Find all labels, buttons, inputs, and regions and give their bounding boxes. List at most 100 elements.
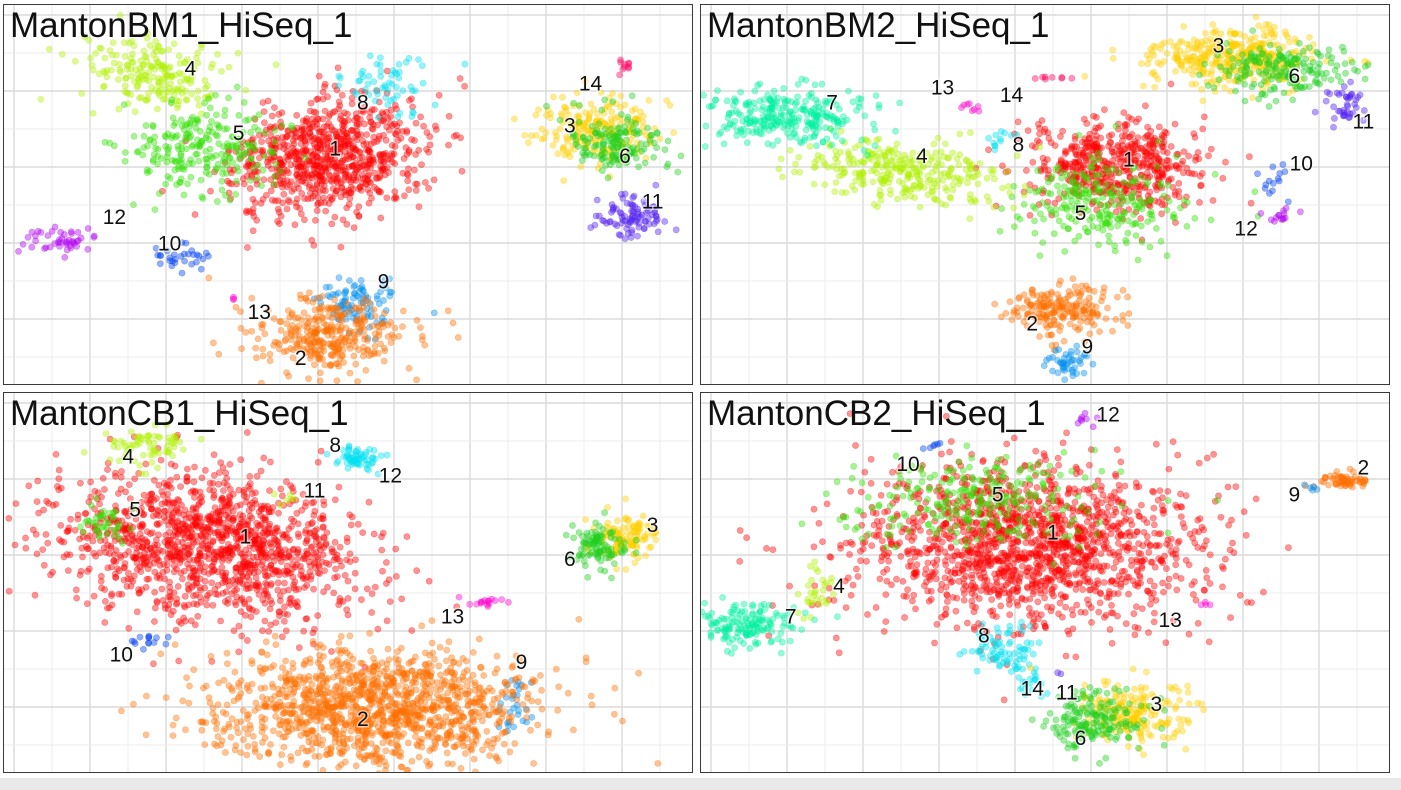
point (786, 146, 794, 154)
point (314, 194, 322, 202)
point (1078, 138, 1086, 146)
point (366, 323, 373, 331)
point (819, 110, 827, 117)
point (1016, 215, 1024, 223)
point (1110, 148, 1117, 156)
point (154, 152, 162, 160)
point (1180, 23, 1187, 30)
point (1119, 215, 1127, 223)
point (612, 131, 620, 139)
point (309, 192, 317, 200)
point (110, 142, 118, 150)
point (1092, 148, 1100, 156)
point (1119, 163, 1127, 171)
point (233, 180, 240, 188)
point (1109, 165, 1117, 173)
point (316, 294, 324, 302)
point (340, 359, 347, 366)
point (1180, 50, 1188, 58)
point (351, 133, 359, 141)
point (1092, 143, 1100, 151)
point (1089, 198, 1097, 206)
point (271, 172, 279, 180)
point (1274, 175, 1282, 183)
point (307, 194, 315, 202)
point (405, 148, 413, 156)
point (1167, 80, 1175, 88)
point (1164, 181, 1172, 189)
point (1289, 96, 1297, 104)
point (221, 191, 229, 199)
point (37, 95, 45, 103)
point (614, 155, 622, 163)
point (538, 135, 546, 143)
point (943, 187, 951, 194)
point (353, 292, 361, 300)
point (841, 169, 849, 176)
point (376, 54, 384, 62)
point (248, 136, 256, 144)
point (1010, 204, 1017, 212)
point (1093, 206, 1101, 214)
point (335, 274, 343, 282)
point (271, 144, 278, 152)
point (1134, 152, 1142, 160)
point (260, 108, 268, 115)
point (768, 105, 776, 113)
point (880, 180, 887, 188)
point (334, 289, 342, 297)
point (876, 175, 884, 183)
point (1091, 136, 1099, 143)
point (610, 145, 618, 153)
point (1155, 161, 1163, 169)
point (599, 216, 606, 224)
point (366, 147, 373, 155)
point (325, 200, 333, 207)
point (188, 143, 196, 150)
point (870, 150, 877, 157)
point (617, 92, 625, 100)
point (251, 145, 259, 153)
point (823, 109, 831, 117)
point (1194, 39, 1201, 46)
point (1144, 178, 1152, 186)
point (1092, 164, 1100, 172)
point (1111, 191, 1119, 199)
point (346, 151, 354, 158)
point (304, 314, 312, 322)
point (1340, 83, 1348, 90)
point (605, 126, 613, 133)
point (1093, 140, 1100, 148)
point (608, 151, 616, 159)
point (381, 165, 388, 173)
point (855, 100, 863, 107)
point (1051, 142, 1059, 149)
point (1087, 163, 1095, 171)
point (1131, 175, 1139, 182)
point (377, 340, 384, 348)
point (128, 38, 136, 45)
point (1058, 74, 1066, 81)
point (623, 225, 631, 232)
point (595, 141, 602, 149)
point (356, 317, 363, 325)
point (347, 127, 355, 134)
point (205, 274, 213, 282)
point (335, 105, 343, 113)
point (1361, 63, 1369, 70)
point (203, 111, 210, 119)
point (239, 128, 247, 136)
point (293, 203, 300, 211)
point (346, 195, 354, 202)
point (306, 354, 314, 362)
point (714, 87, 721, 94)
point (395, 61, 403, 68)
point (45, 45, 53, 53)
point (779, 173, 786, 181)
point (166, 254, 174, 262)
point (347, 306, 355, 314)
point (1118, 217, 1126, 225)
point (893, 161, 901, 169)
point (1077, 164, 1085, 172)
point (941, 140, 949, 148)
